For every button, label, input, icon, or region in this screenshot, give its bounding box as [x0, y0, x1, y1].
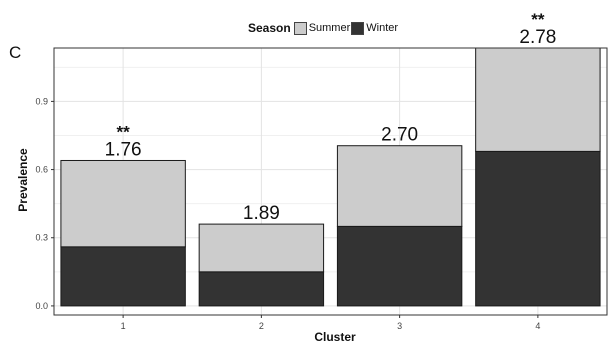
legend-swatch-winter: [351, 21, 365, 35]
y-tick-label: 0.6: [35, 165, 48, 175]
data-label-cluster-3: 2.70: [381, 125, 418, 146]
bar-summer-cluster-2: [198, 223, 325, 273]
plot-border: [53, 47, 608, 316]
significance-marker-cluster-1: **: [117, 122, 131, 141]
legend-item-summer: Summer: [293, 21, 351, 35]
y-tick-label: 0.0: [35, 301, 48, 311]
x-tick-label: 3: [397, 321, 402, 331]
y-tick-label: 0.9: [35, 96, 48, 106]
legend: Season Summer Winter: [248, 19, 399, 37]
data-label-cluster-1: 1.76: [105, 139, 142, 160]
bar-summer-cluster-1: [60, 159, 186, 248]
bar-winter-cluster-4: [475, 150, 601, 307]
x-axis-title: Cluster: [314, 330, 356, 344]
legend-swatch-summer: [293, 21, 307, 35]
y-tick-label: 0.3: [35, 233, 48, 243]
x-tick-label: 2: [259, 321, 264, 331]
legend-label-summer: Summer: [308, 22, 351, 34]
significance-marker-cluster-4: **: [531, 10, 545, 29]
bar-winter-cluster-1: [60, 246, 186, 307]
legend-title: Season: [248, 21, 291, 35]
y-axis-title: Prevalence: [16, 148, 30, 212]
bar-summer-cluster-3: [336, 145, 463, 227]
data-label-cluster-2: 1.89: [243, 203, 280, 224]
bar-winter-cluster-3: [336, 225, 463, 307]
legend-label-winter: Winter: [366, 22, 399, 34]
legend-item-winter: Winter: [351, 21, 399, 35]
bar-summer-cluster-4: [475, 47, 601, 152]
x-tick-label: 1: [121, 321, 126, 331]
panel-label: C: [9, 43, 22, 62]
bar-winter-cluster-2: [198, 271, 325, 307]
data-label-cluster-4: 2.78: [519, 27, 556, 48]
x-tick-label: 4: [535, 321, 540, 331]
